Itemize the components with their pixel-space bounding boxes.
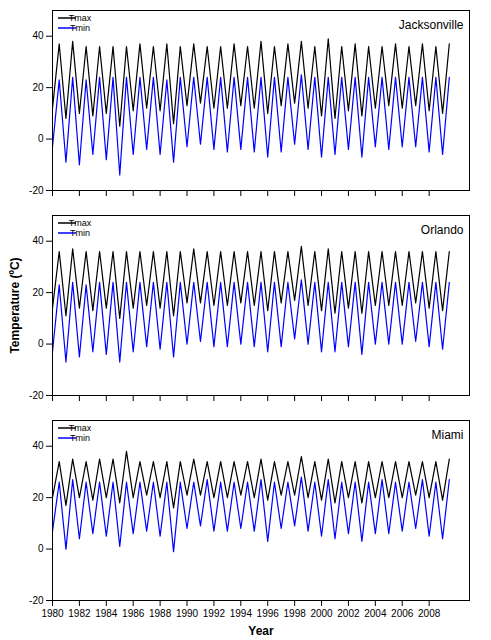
svg-text:-20: -20 bbox=[29, 390, 44, 401]
svg-text:Miami: Miami bbox=[432, 428, 464, 442]
svg-text:Tmin: Tmin bbox=[70, 228, 90, 238]
svg-text:1980: 1980 bbox=[41, 608, 64, 619]
svg-text:0: 0 bbox=[38, 338, 44, 349]
svg-text:20: 20 bbox=[32, 492, 44, 503]
svg-text:Tmax: Tmax bbox=[69, 13, 92, 23]
svg-text:0: 0 bbox=[38, 543, 44, 554]
svg-text:1982: 1982 bbox=[68, 608, 91, 619]
svg-text:1994: 1994 bbox=[230, 608, 253, 619]
svg-text:1986: 1986 bbox=[122, 608, 145, 619]
svg-text:Jacksonville: Jacksonville bbox=[399, 18, 464, 32]
svg-text:2008: 2008 bbox=[418, 608, 441, 619]
svg-text:Tmin: Tmin bbox=[70, 23, 90, 33]
svg-text:0: 0 bbox=[38, 133, 44, 144]
svg-text:1990: 1990 bbox=[176, 608, 199, 619]
svg-text:Tmin: Tmin bbox=[70, 433, 90, 443]
svg-text:20: 20 bbox=[32, 82, 44, 93]
svg-text:20: 20 bbox=[32, 287, 44, 298]
svg-text:Tmax: Tmax bbox=[69, 218, 92, 228]
svg-text:2004: 2004 bbox=[364, 608, 387, 619]
svg-text:1998: 1998 bbox=[284, 608, 307, 619]
svg-text:Tmax: Tmax bbox=[69, 423, 92, 433]
svg-text:1988: 1988 bbox=[149, 608, 172, 619]
svg-text:2002: 2002 bbox=[337, 608, 360, 619]
svg-text:-20: -20 bbox=[29, 185, 44, 196]
svg-text:1984: 1984 bbox=[95, 608, 118, 619]
svg-text:2000: 2000 bbox=[310, 608, 333, 619]
svg-text:40: 40 bbox=[32, 235, 44, 246]
svg-text:2006: 2006 bbox=[391, 608, 414, 619]
svg-text:40: 40 bbox=[32, 30, 44, 41]
svg-text:1992: 1992 bbox=[203, 608, 226, 619]
svg-text:-20: -20 bbox=[29, 595, 44, 606]
svg-text:Temperature (ºC): Temperature (ºC) bbox=[8, 257, 22, 353]
svg-text:Year: Year bbox=[248, 624, 274, 638]
svg-text:40: 40 bbox=[32, 440, 44, 451]
svg-text:Orlando: Orlando bbox=[421, 223, 464, 237]
svg-text:1996: 1996 bbox=[257, 608, 280, 619]
